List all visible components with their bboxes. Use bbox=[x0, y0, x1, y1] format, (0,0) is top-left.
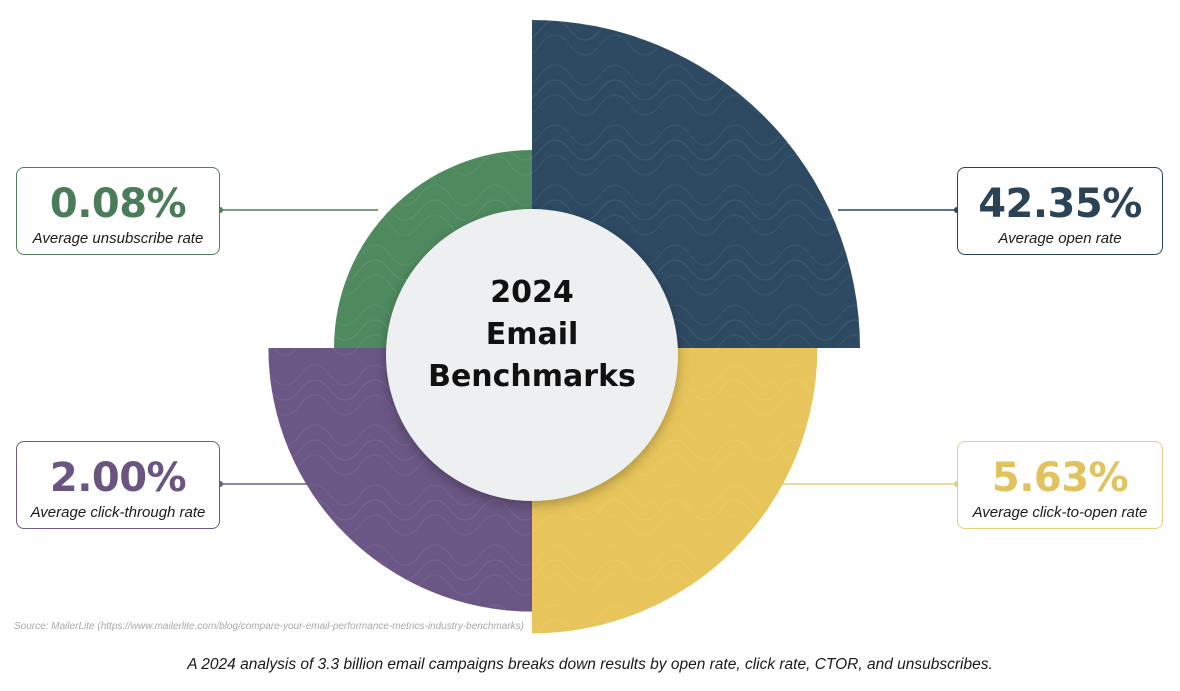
click-through-rate-card: 2.00% Average click-through rate bbox=[16, 441, 220, 529]
click-through-rate-label: Average click-through rate bbox=[30, 504, 206, 521]
click-through-rate-value: 2.00% bbox=[49, 455, 187, 501]
center-title-line-2: Email bbox=[486, 317, 579, 352]
open-rate-card: 42.35% Average open rate bbox=[957, 167, 1163, 255]
source-note: Source: MailerLite (https://www.mailerli… bbox=[14, 621, 524, 632]
open-rate-value: 42.35% bbox=[978, 181, 1142, 227]
center-title-line-1: 2024 bbox=[490, 275, 574, 310]
click-to-open-rate-card: 5.63% Average click-to-open rate bbox=[957, 441, 1163, 529]
click-to-open-rate-value: 5.63% bbox=[991, 455, 1129, 501]
unsubscribe-rate-card: 0.08% Average unsubscribe rate bbox=[16, 167, 220, 255]
unsubscribe-rate-label: Average unsubscribe rate bbox=[32, 230, 204, 247]
unsubscribe-rate-value: 0.08% bbox=[49, 181, 187, 227]
center-disc bbox=[386, 209, 678, 501]
center-title-line-3: Benchmarks bbox=[428, 359, 636, 394]
open-rate-label: Average open rate bbox=[998, 230, 1122, 247]
caption: A 2024 analysis of 3.3 billion email cam… bbox=[187, 656, 993, 673]
click-to-open-rate-label: Average click-to-open rate bbox=[972, 504, 1148, 521]
